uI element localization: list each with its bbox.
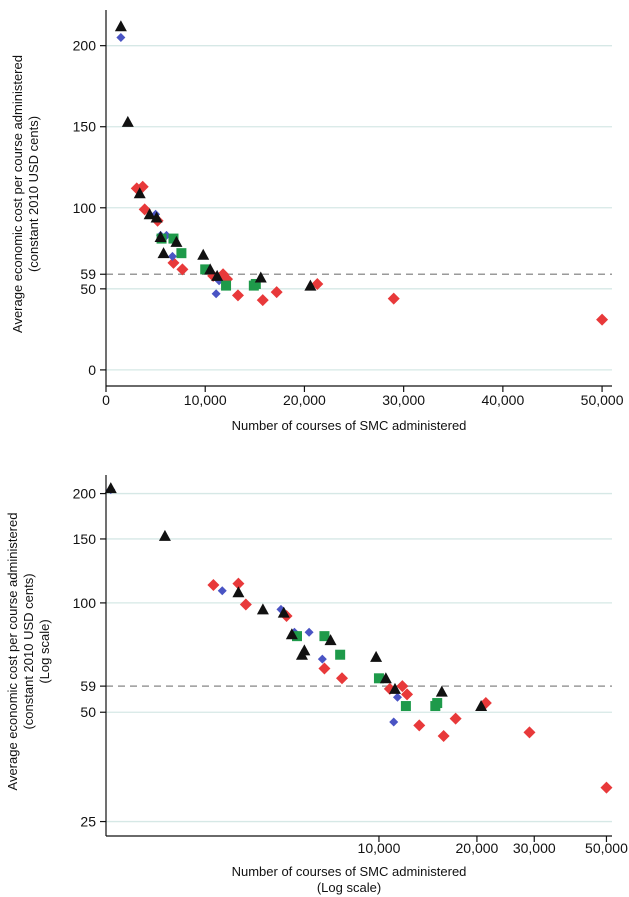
blue-diamond-point	[304, 627, 314, 637]
red-diamond-point	[232, 577, 245, 590]
black-triangle-point	[157, 247, 170, 259]
blue-diamond-point	[211, 289, 221, 299]
red-diamond-point	[207, 579, 220, 592]
black-triangle-point	[204, 263, 217, 275]
x-tick-label: 30,000	[382, 392, 425, 408]
red-diamond-point	[231, 289, 244, 302]
black-triangle-point	[170, 235, 183, 247]
red-diamond-point	[239, 598, 252, 611]
y-axis-title: (Log scale)	[37, 619, 52, 683]
green-square-point	[319, 631, 330, 642]
black-triangle-point	[256, 603, 269, 615]
red-diamond-point	[413, 719, 426, 732]
red-diamond-point	[387, 292, 400, 305]
black-triangle-point	[304, 279, 317, 291]
y-axis-title: (constant 2010 USD cents)	[21, 573, 36, 729]
black-triangle-point	[104, 482, 117, 494]
y-tick-label: 100	[73, 200, 97, 216]
black-triangle-point	[154, 230, 167, 242]
black-triangle-point	[211, 269, 224, 281]
blue-diamond-point	[392, 692, 402, 702]
y-tick-label: 100	[73, 595, 97, 611]
y-tick-label: 59	[80, 678, 96, 694]
black-triangle-point	[324, 634, 337, 646]
blue-diamond-point	[167, 251, 177, 261]
y-tick-label: 200	[73, 486, 97, 502]
red-diamond-point	[437, 730, 450, 743]
y-axis-title: (constant 2010 USD cents)	[26, 116, 41, 272]
red-diamond-point	[449, 712, 462, 725]
green-square-point	[432, 698, 443, 709]
blue-diamond-point	[317, 654, 327, 664]
green-square-point	[176, 248, 187, 259]
black-triangle-point	[298, 644, 311, 656]
black-triangle-point	[285, 628, 298, 640]
y-tick-label: 25	[80, 814, 96, 830]
x-tick-label: 50,000	[585, 840, 628, 856]
black-triangle-point	[388, 682, 401, 694]
red-diamond-point	[167, 256, 180, 269]
y-axis-title: Average economic cost per course adminis…	[5, 513, 20, 791]
y-tick-label: 50	[80, 281, 96, 297]
black-triangle-point	[475, 700, 488, 712]
x-tick-label: 30,000	[513, 840, 556, 856]
red-diamond-point	[318, 662, 331, 675]
black-triangle-point	[435, 685, 448, 697]
black-triangle-point	[232, 586, 245, 598]
x-tick-label: 10,000	[184, 392, 227, 408]
x-tick-label: 50,000	[581, 392, 624, 408]
green-square-point	[291, 631, 302, 642]
x-tick-label: 10,000	[358, 840, 401, 856]
black-triangle-point	[379, 672, 392, 684]
x-axis-title: (Log scale)	[317, 880, 381, 895]
x-tick-label: 20,000	[456, 840, 499, 856]
black-triangle-point	[121, 115, 134, 127]
x-tick-label: 0	[102, 392, 110, 408]
red-diamond-point	[396, 680, 409, 693]
y-tick-label: 150	[73, 531, 97, 547]
red-diamond-point	[336, 672, 349, 685]
blue-diamond-point	[217, 586, 227, 596]
blue-diamond-point	[389, 717, 399, 727]
x-tick-label: 20,000	[283, 392, 326, 408]
black-triangle-point	[277, 606, 290, 618]
red-diamond-point	[176, 263, 189, 276]
red-diamond-point	[270, 286, 283, 299]
blue-diamond-point	[116, 33, 126, 43]
x-tick-label: 40,000	[481, 392, 524, 408]
green-square-point	[250, 278, 261, 289]
red-diamond-point	[596, 313, 609, 326]
red-diamond-point	[401, 688, 414, 701]
black-triangle-point	[150, 211, 163, 223]
green-square-point	[168, 233, 179, 244]
black-triangle-point	[143, 208, 156, 220]
green-square-point	[335, 649, 346, 660]
y-tick-label: 59	[80, 266, 96, 282]
green-square-point	[221, 280, 232, 291]
black-triangle-point	[197, 248, 210, 260]
y-axis-title: Average economic cost per course adminis…	[10, 55, 25, 333]
red-diamond-point	[256, 294, 269, 307]
black-triangle-point	[254, 271, 267, 283]
y-tick-label: 50	[80, 704, 96, 720]
green-square-point	[200, 264, 211, 275]
y-tick-label: 200	[73, 38, 97, 54]
x-axis-title: Number of courses of SMC administered	[232, 864, 467, 879]
black-triangle-point	[133, 187, 146, 199]
black-triangle-point	[370, 650, 383, 662]
red-diamond-point	[600, 781, 613, 794]
green-square-point	[400, 701, 411, 712]
black-triangle-point	[158, 529, 171, 541]
y-tick-label: 0	[88, 362, 96, 378]
x-axis-title: Number of courses of SMC administered	[232, 418, 467, 433]
y-tick-label: 150	[73, 119, 97, 135]
chart-log-scale: 25 50 59 100 150 200 10,000 20,000 30,000 50,000 N…	[5, 475, 628, 895]
black-triangle-point	[114, 20, 127, 32]
red-diamond-point	[523, 726, 536, 739]
green-square-point	[373, 673, 384, 684]
